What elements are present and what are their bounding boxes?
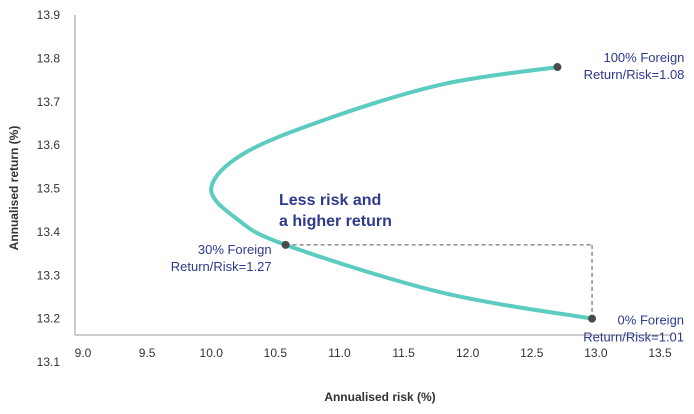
x-axis-title: Annualised risk (%) xyxy=(324,390,435,404)
x-tick-label: 9.0 xyxy=(75,346,92,360)
y-tick-label: 13.8 xyxy=(37,51,61,65)
portfolio-markers xyxy=(281,63,597,323)
portfolio-marker-100pct xyxy=(553,63,562,72)
comparison-dashed-lines xyxy=(285,244,593,319)
y-tick-label: 13.5 xyxy=(37,182,61,196)
x-tick-label: 9.5 xyxy=(139,346,156,360)
y-tick-label: 13.2 xyxy=(37,312,61,326)
callout-line-2: a higher return xyxy=(279,213,392,230)
y-tick-label: 13.6 xyxy=(37,138,61,152)
portfolio-label-line2: Return/Risk=1.08 xyxy=(584,67,685,82)
x-tick-label: 13.0 xyxy=(584,346,608,360)
x-axis: 9.0 9.5 10.0 10.5 11.0 11.5 12.0 12.5 13.0 13.5 xyxy=(75,334,672,360)
x-tick-label: 12.0 xyxy=(456,346,480,360)
y-axis-title: Annualised return (%) xyxy=(7,126,21,251)
x-tick-label: 13.5 xyxy=(648,346,672,360)
portfolio-label-line1: 100% Foreign xyxy=(603,50,684,65)
portfolio-labels: 0% Foreign Return/Risk=1.01 30% Foreign Ret… xyxy=(171,50,685,345)
y-tick-label: 13.3 xyxy=(37,268,61,282)
x-tick-label: 12.5 xyxy=(520,346,544,360)
y-tick-label: 13.7 xyxy=(37,95,61,109)
x-tick-label: 11.0 xyxy=(328,346,351,360)
x-tick-labels: 9.0 9.5 10.0 10.5 11.0 11.5 12.0 12.5 13.0 13.5 xyxy=(75,346,672,360)
y-tick-label: 13.4 xyxy=(37,225,61,239)
portfolio-marker-30pct xyxy=(281,240,290,249)
x-tick-label: 10.5 xyxy=(264,346,288,360)
x-tick-label: 10.0 xyxy=(200,346,224,360)
portfolio-label-line1: 0% Foreign xyxy=(618,313,684,328)
portfolio-label-line1: 30% Foreign xyxy=(198,242,272,257)
y-tick-label: 13.9 xyxy=(37,8,61,22)
x-tick-label: 11.5 xyxy=(392,346,415,360)
efficient-frontier-curve xyxy=(209,65,594,321)
y-tick-labels: 13.1 13.2 13.3 13.4 13.5 13.6 13.7 13.8 13.9 xyxy=(37,8,61,369)
portfolio-label-line2: Return/Risk=1.01 xyxy=(583,330,684,345)
portfolio-marker-0pct xyxy=(588,314,597,323)
callout: Less risk and a higher return xyxy=(279,192,392,230)
y-axis: 13.1 13.2 13.3 13.4 13.5 13.6 13.7 13.8 13.9 xyxy=(37,8,76,369)
callout-line-1: Less risk and xyxy=(279,192,381,209)
y-tick-label: 13.1 xyxy=(37,355,61,369)
portfolio-label-line2: Return/Risk=1.27 xyxy=(171,259,272,274)
